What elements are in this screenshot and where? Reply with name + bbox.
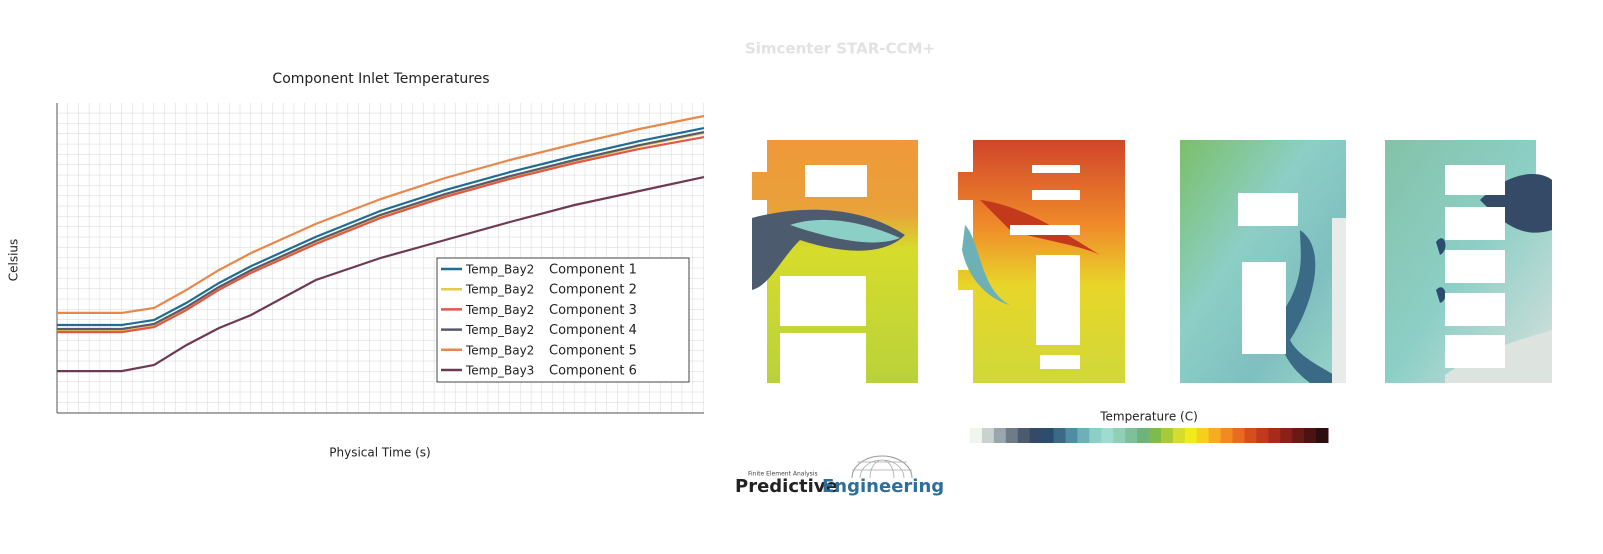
colorbar-swatch [1077, 428, 1090, 443]
legend-label: Component 2 [549, 283, 637, 298]
colorbar-swatch [1005, 428, 1019, 443]
chart-title: Component Inlet Temperatures [272, 71, 489, 87]
series-line [57, 127, 705, 327]
legend-label: Temp_Bay2 [465, 263, 534, 277]
logo: Finite Element Analysis Predictive Engin… [735, 455, 944, 497]
series-line [57, 136, 705, 334]
colorbar-swatch [1137, 428, 1150, 443]
legend-label: Component 4 [549, 323, 637, 338]
logo-word: Predictive [735, 476, 838, 497]
colorbar-title: Temperature (C) [1099, 410, 1198, 424]
logo-word: Engineering [822, 476, 944, 497]
colorbar-swatch [1268, 428, 1281, 443]
colorbar-swatch [1220, 428, 1234, 443]
colorbar-swatch [1125, 428, 1138, 443]
colorbar-swatch [1101, 428, 1114, 443]
legend-label: Component 1 [549, 263, 637, 278]
colorbar-swatch [970, 428, 983, 443]
colorbar-swatch [1041, 428, 1055, 443]
x-axis-label: Physical Time (s) [329, 446, 430, 460]
contour-panel [1180, 140, 1346, 383]
colorbar-swatch [1196, 428, 1210, 443]
series-line [57, 176, 705, 373]
legend-label: Component 5 [549, 343, 637, 358]
colorbar-swatch [1304, 428, 1317, 443]
colorbar-swatch [1208, 428, 1222, 443]
colorbar-swatch [1280, 428, 1293, 443]
series-line [57, 131, 705, 331]
legend-box [436, 257, 690, 383]
colorbar-swatch [1113, 428, 1126, 443]
colorbar-swatch [993, 428, 1007, 443]
logo-tagline: Finite Element Analysis [748, 471, 818, 478]
legend-label: Component 3 [549, 303, 637, 318]
contour-panel [958, 140, 1125, 383]
legend-label: Temp_Bay2 [465, 303, 534, 317]
colorbar-swatch [981, 428, 995, 443]
colorbar-swatch [1065, 428, 1078, 443]
contour-panel [752, 140, 918, 383]
series-line [57, 114, 705, 314]
colorbar-swatch [1089, 428, 1102, 443]
colorbar-swatch [1292, 428, 1305, 443]
colorbar-swatch [1256, 428, 1269, 443]
colorbar-swatch [1184, 428, 1198, 443]
legend-label: Temp_Bay3 [465, 364, 534, 378]
colorbar-swatch [1029, 428, 1043, 443]
colorbar-swatch [1160, 428, 1174, 443]
colorbar-swatch [1316, 428, 1329, 443]
colorbar-swatch [1172, 428, 1186, 443]
colorbar-swatch [1149, 428, 1162, 443]
legend-label: Temp_Bay2 [465, 323, 534, 337]
legend-label: Component 6 [549, 364, 637, 379]
colorbar-swatch [1053, 428, 1066, 443]
colorbar-swatch [1232, 428, 1245, 443]
colorbar-swatch [1244, 428, 1257, 443]
y-axis-label: Celsius [7, 239, 21, 282]
legend-label: Temp_Bay2 [465, 343, 534, 357]
contour-panel [1385, 140, 1552, 383]
header-title: Simcenter STAR-CCM+ [745, 40, 935, 58]
colorbar-swatch [1017, 428, 1031, 443]
legend-label: Temp_Bay2 [465, 283, 534, 297]
